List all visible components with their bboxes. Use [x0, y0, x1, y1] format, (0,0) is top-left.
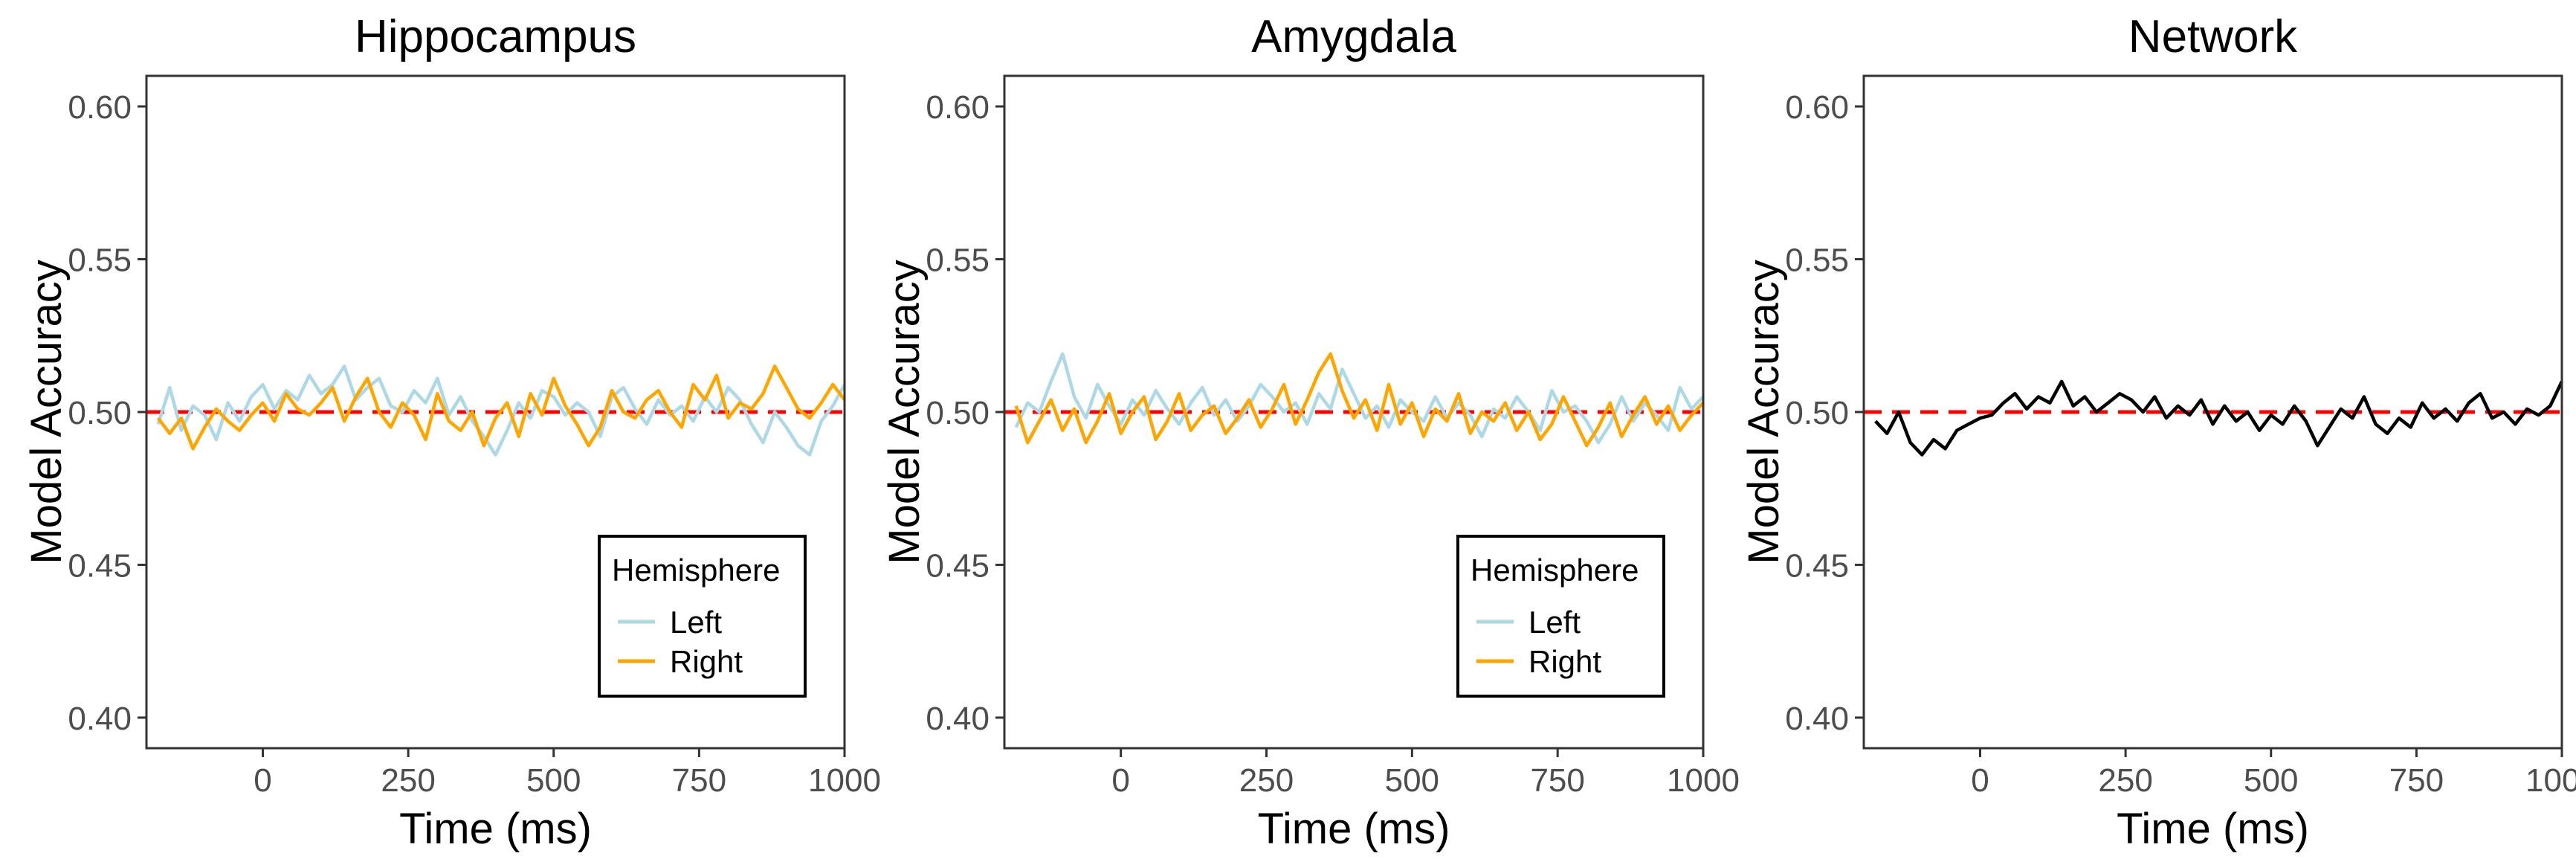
chart-panel-3: Network 0.40 0.45 0.50 0.55 0.60 0 250 500 750 100…	[1740, 11, 2576, 853]
y-axis-label: Model Accuracy	[880, 260, 929, 564]
panel-border	[145, 74, 846, 750]
x-tick-label: 500	[1385, 762, 1439, 799]
x-tick-label: 500	[526, 762, 581, 799]
y-tick-label: 0.55	[68, 242, 132, 279]
y-tick-label: 0.40	[926, 701, 990, 737]
chart-title: Amygdala	[1251, 11, 1456, 62]
x-tick-label: 1000	[808, 762, 881, 799]
chart-title: Network	[2128, 11, 2298, 62]
y-tick-label: 0.50	[926, 395, 990, 431]
y-tick-label: 0.50	[1785, 395, 1849, 431]
chart-panel-2: Amygdala 0.40 0.45 0.50 0.55 0.60 0 250 500 750 10…	[880, 11, 1740, 853]
x-tick-label: 750	[2389, 762, 2444, 799]
x-tick-label: 750	[672, 762, 726, 799]
series-line-left	[156, 364, 846, 457]
y-axis-label: Model Accuracy	[1740, 260, 1788, 564]
y-tick-label: 0.45	[926, 547, 990, 584]
series-line	[1874, 379, 2564, 457]
legend-label-left: Left	[1529, 605, 1581, 640]
legend-label-right: Right	[1529, 644, 1601, 679]
y-tick-label: 0.55	[1785, 242, 1849, 279]
legend-title: Hemisphere	[612, 553, 780, 588]
x-tick-label: 0	[254, 762, 271, 799]
legend-box	[598, 535, 807, 698]
y-axis-label: Model Accuracy	[22, 260, 71, 564]
x-tick-label: 250	[381, 762, 435, 799]
x-tick-label: 0	[1111, 762, 1129, 799]
y-tick-label: 0.60	[926, 89, 990, 126]
y-tick-label: 0.60	[1785, 89, 1849, 126]
series-line-right	[156, 364, 846, 451]
legend: Hemisphere Left Right	[598, 535, 807, 698]
y-tick-label: 0.55	[926, 242, 990, 279]
x-tick-label: 250	[1239, 762, 1294, 799]
y-tick-label: 0.40	[68, 701, 132, 737]
panel-border	[1003, 74, 1705, 750]
x-tick-label: 750	[1530, 762, 1584, 799]
y-tick-label: 0.40	[1785, 701, 1849, 737]
x-tick-label: 1000	[2525, 762, 2576, 799]
x-tick-label: 500	[2244, 762, 2298, 799]
y-tick-label: 0.50	[68, 395, 132, 431]
legend-title: Hemisphere	[1471, 553, 1639, 588]
x-axis-label: Time (ms)	[399, 805, 592, 853]
x-tick-label: 250	[2098, 762, 2152, 799]
x-tick-label: 1000	[1667, 762, 1740, 799]
y-tick-label: 0.45	[68, 547, 132, 584]
legend: Hemisphere Left Right	[1456, 535, 1665, 698]
x-tick-label: 0	[1971, 762, 1989, 799]
chart-panel-1: Hippocampus 0.40 0.45 0.50 0.55 0.60 0 250 500 75…	[22, 11, 881, 853]
legend-box	[1456, 535, 1665, 698]
chart-title: Hippocampus	[355, 11, 636, 62]
x-axis-label: Time (ms)	[2117, 805, 2309, 853]
panel-border	[1862, 74, 2563, 750]
legend-label-left: Left	[670, 605, 722, 640]
legend-label-right: Right	[670, 644, 743, 679]
series-line-right	[1014, 352, 1705, 448]
y-tick-label: 0.45	[1785, 547, 1849, 584]
y-tick-label: 0.60	[68, 89, 132, 126]
x-axis-label: Time (ms)	[1258, 805, 1450, 853]
